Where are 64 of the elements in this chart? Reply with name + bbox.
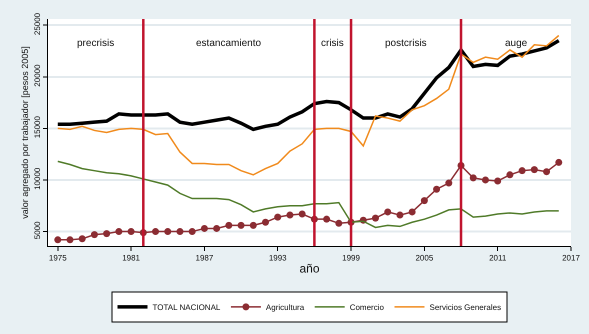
line-series — [57, 160, 560, 228]
annotation: precrisis — [77, 38, 114, 49]
point — [176, 228, 184, 236]
x-tick-label: 2017 — [562, 254, 580, 263]
legend-label: Comercio — [350, 303, 384, 312]
point — [152, 228, 160, 236]
point — [408, 208, 416, 216]
point — [543, 168, 550, 176]
legend-label: Servicios Generales — [429, 303, 502, 312]
point — [286, 212, 294, 219]
annotation: auge — [505, 38, 528, 49]
legend-label: TOTAL NACIONAL — [152, 303, 221, 312]
y-tick-label: 25000 — [32, 12, 42, 36]
point — [433, 186, 440, 193]
y-tick-label: 20000 — [32, 64, 42, 87]
point — [200, 224, 208, 232]
point — [188, 228, 196, 236]
point — [103, 230, 110, 238]
point — [238, 222, 245, 229]
point — [470, 174, 477, 182]
point — [396, 212, 404, 219]
y-tick-label: 5000 — [32, 220, 42, 240]
y-tick-label: 15000 — [32, 116, 42, 138]
point — [225, 222, 232, 229]
point — [372, 214, 379, 222]
x-tick-label: 1981 — [122, 254, 141, 263]
point — [335, 220, 342, 227]
annotation: estancamiento — [196, 38, 262, 49]
point — [115, 228, 122, 236]
point — [323, 216, 330, 223]
x-axis-title: año — [299, 262, 320, 276]
y-tick-label: 10000 — [32, 167, 42, 190]
y-axis-title: valor agregado por trabajador [pesos 2005] — [20, 46, 30, 219]
x-tick-label: 2011 — [489, 254, 507, 263]
x-tick-label: 1987 — [196, 254, 214, 263]
point — [250, 222, 257, 229]
point — [90, 231, 98, 238]
point — [54, 236, 62, 244]
point — [213, 224, 220, 232]
point — [555, 158, 562, 166]
point — [262, 218, 270, 226]
line-series — [56, 38, 561, 132]
legend-label: Agricultura — [266, 303, 305, 312]
point — [274, 214, 282, 221]
point — [445, 180, 452, 187]
point — [530, 166, 538, 174]
point — [384, 208, 392, 216]
x-tick-label: 1975 — [48, 254, 68, 263]
x-tick-label: 1999 — [342, 254, 360, 263]
point — [164, 228, 172, 236]
point — [78, 235, 86, 242]
annotation: postcrisis — [385, 38, 427, 49]
point — [128, 228, 135, 236]
point — [518, 167, 526, 174]
x-tick-label: 1993 — [268, 254, 288, 263]
point — [494, 178, 502, 184]
point — [482, 176, 489, 184]
annotation: crisis — [321, 38, 344, 49]
x-tick-label: 2005 — [415, 254, 434, 263]
point — [506, 171, 514, 178]
point — [298, 210, 306, 218]
line-series — [57, 34, 560, 176]
point — [66, 236, 74, 244]
point — [420, 197, 428, 204]
